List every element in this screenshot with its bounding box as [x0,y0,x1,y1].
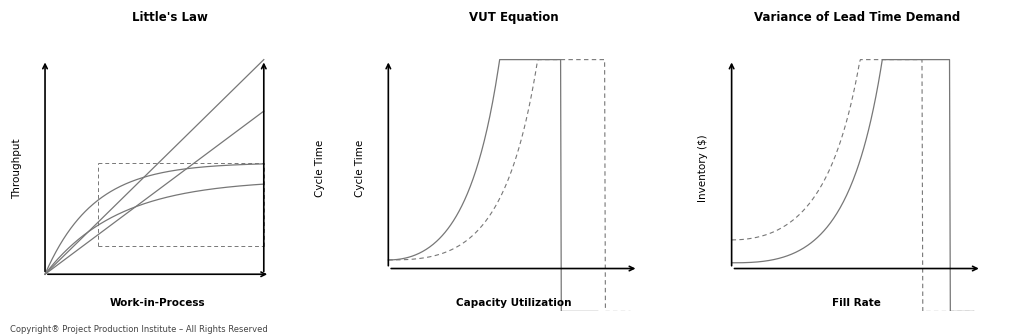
Text: Fill Rate: Fill Rate [833,298,881,308]
Text: Copyright® Project Production Institute – All Rights Reserved: Copyright® Project Production Institute … [10,325,268,334]
Text: Cycle Time: Cycle Time [315,140,325,197]
Title: Variance of Lead Time Demand: Variance of Lead Time Demand [754,11,959,24]
Text: Capacity Utilization: Capacity Utilization [456,298,571,308]
Text: Throughput: Throughput [12,138,22,199]
Title: VUT Equation: VUT Equation [469,11,558,24]
Text: Cycle Time: Cycle Time [355,140,366,197]
Text: Inventory ($): Inventory ($) [698,134,709,202]
Text: Work-in-Process: Work-in-Process [110,298,206,308]
Title: Little's Law: Little's Law [132,11,208,24]
